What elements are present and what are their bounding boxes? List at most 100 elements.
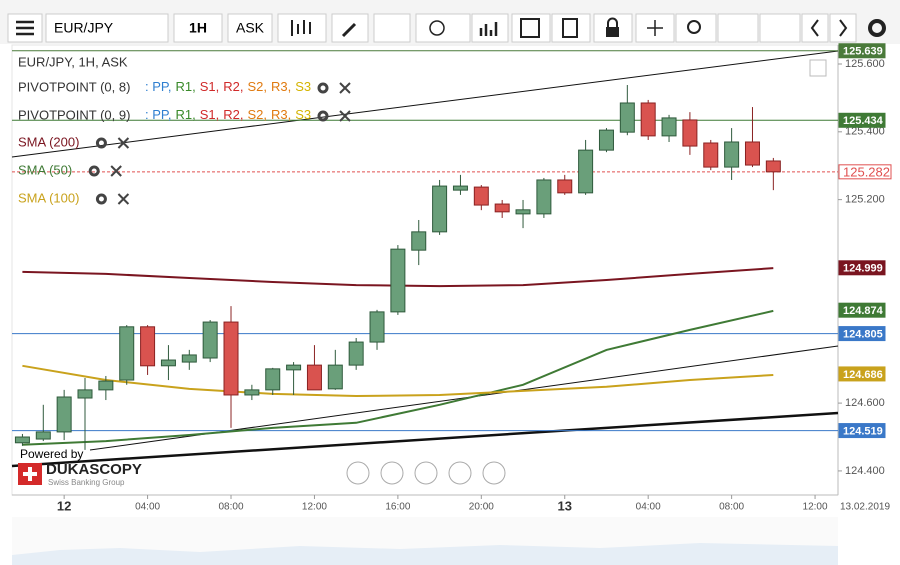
pivot-item: : PP, (145, 79, 172, 94)
legend-pivots: : PP, R1, S1, R2, S2, R3, S3 (145, 79, 311, 94)
settings-icon[interactable] (88, 165, 100, 177)
candle-body (765, 160, 781, 173)
nav-left[interactable] (346, 461, 370, 485)
lock-shackle (607, 17, 618, 27)
nav-zoom-in[interactable] (448, 461, 472, 485)
settings-icon[interactable] (95, 193, 107, 205)
prev-icon (810, 19, 819, 37)
zoom-icon (687, 20, 701, 34)
candle-body (619, 102, 635, 133)
upload-button[interactable] (717, 13, 759, 43)
candle-body (598, 129, 614, 151)
popout-icon[interactable] (809, 59, 827, 77)
y-tick-label: 125.600 (845, 58, 885, 70)
price-box (838, 302, 886, 318)
price-box (838, 164, 892, 180)
settings-icon[interactable] (317, 110, 329, 122)
settings-icon[interactable] (317, 82, 329, 94)
settings-icon[interactable] (95, 137, 107, 149)
legend-title: EUR/JPY, 1H, ASK (18, 54, 128, 69)
remove-icon[interactable] (110, 165, 122, 177)
x-tick-label: 08:00 (218, 502, 243, 513)
chart-type-button[interactable] (277, 13, 327, 43)
price-box (838, 260, 886, 276)
candle-body (578, 149, 594, 194)
pivot-item: S1, (200, 79, 220, 94)
brand-sub: Swiss Banking Group (48, 478, 125, 487)
legend-indicator: PIVOTPOINT (0, 9) (18, 107, 130, 122)
nav-reset[interactable] (414, 461, 438, 485)
pivot-item: S2, (248, 107, 268, 122)
x-tick-label: 20:00 (469, 502, 494, 513)
nav-zoom-out[interactable] (380, 461, 404, 485)
candle-body (724, 141, 740, 168)
side-button[interactable] (227, 13, 273, 43)
pencil-icon (341, 22, 357, 38)
candle-body (703, 142, 719, 168)
info-button[interactable] (415, 13, 471, 43)
pivot-item: R3, (271, 79, 291, 94)
x-tick-label: 13 (558, 498, 572, 513)
pivot-item: : PP, (145, 107, 172, 122)
nav-right[interactable] (482, 461, 506, 485)
branding: Powered by DUKASCOPY Swiss Banking Group (18, 447, 142, 487)
side: ASK (236, 20, 265, 36)
candle-body (140, 326, 156, 367)
price-box-label: 124.999 (843, 263, 883, 275)
remove-icon[interactable] (339, 110, 351, 122)
pivot-item: R1, (176, 79, 196, 94)
navigation-controls (346, 461, 506, 485)
pivot-item: S3 (295, 107, 311, 122)
remove-icon[interactable] (117, 137, 130, 149)
candle-body (327, 364, 343, 390)
pivot-item: R1, (176, 107, 196, 122)
next-icon (839, 19, 848, 37)
legend-pivots: : PP, R1, S1, R2, S2, R3, S3 (145, 107, 311, 122)
toolbar: EUR/JPY 1H ASK (0, 0, 900, 44)
candle-body (14, 436, 30, 444)
next-button[interactable] (829, 13, 857, 43)
x-tick-label: 12:00 (302, 502, 327, 513)
candle-body (265, 368, 281, 391)
candle-body (744, 141, 760, 166)
x-tick-label: 12 (57, 498, 71, 513)
remove-icon[interactable] (339, 82, 351, 94)
settings-icon[interactable] (868, 19, 886, 37)
candle-body (536, 179, 552, 215)
pivot-item: R2, (223, 107, 243, 122)
prev-button[interactable] (801, 13, 829, 43)
date-label: 13.02.2019 (840, 502, 890, 513)
formula-button[interactable] (373, 13, 411, 43)
candle-body (452, 185, 468, 191)
candle-body (181, 354, 197, 363)
y-tick-label: 124.400 (845, 465, 885, 477)
period: 1H (189, 20, 207, 36)
candle-body (411, 231, 427, 251)
download-button[interactable] (759, 13, 801, 43)
legend-indicator: PIVOTPOINT (0, 8) (18, 79, 130, 94)
price-box (838, 366, 886, 382)
candle-body (494, 203, 510, 213)
legend-series: SMA (50) (18, 162, 72, 177)
calendar-icon (520, 18, 540, 38)
candle-body (160, 359, 176, 367)
legend-series: SMA (200) (18, 134, 79, 149)
price-box-label: 124.874 (843, 305, 884, 317)
indicators-button[interactable] (471, 13, 509, 43)
period-button[interactable] (173, 13, 223, 43)
candle-body (369, 311, 385, 343)
symbol: EUR/JPY (54, 20, 114, 36)
candle-body (244, 389, 260, 396)
candle-body (98, 380, 114, 391)
info-icon (429, 20, 445, 36)
y-tick-label: 124.600 (845, 397, 885, 409)
pivot-item: S2, (248, 79, 268, 94)
candle-body (348, 341, 364, 366)
remove-icon[interactable] (117, 193, 130, 205)
symbol-button[interactable] (45, 13, 169, 43)
template-icon (562, 18, 578, 38)
x-tick-label: 08:00 (719, 502, 744, 513)
zoom-button[interactable] (675, 13, 717, 43)
price-box (838, 112, 886, 128)
